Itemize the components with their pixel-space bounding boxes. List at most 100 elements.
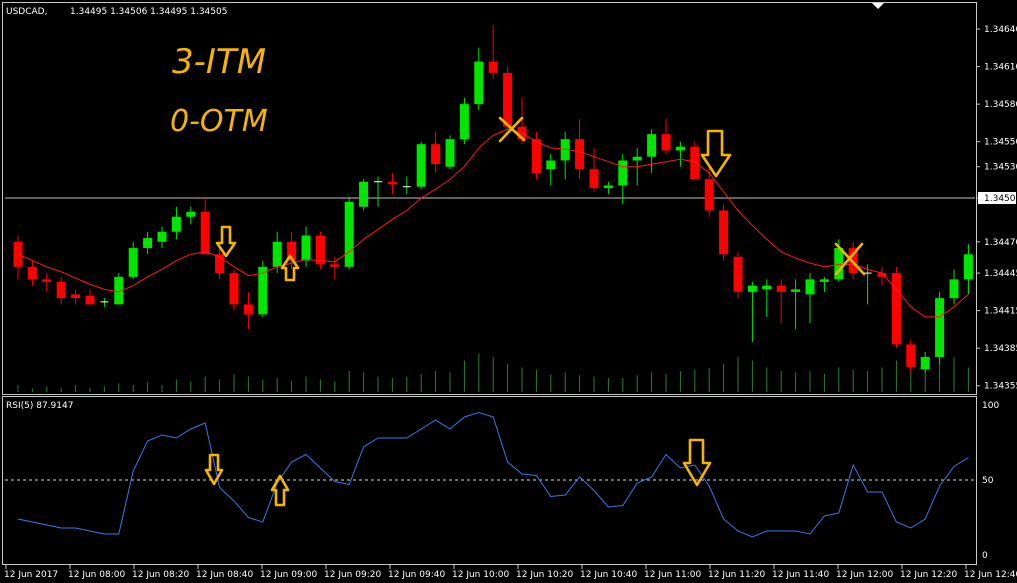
bull-candle: [416, 144, 426, 187]
rsi-tick-label: 0: [982, 551, 988, 561]
time-tick-label: 12 Jun 11:40: [772, 570, 829, 580]
bull-candle: [546, 160, 556, 170]
time-tick-label: 12 Jun 2017: [4, 570, 58, 580]
bear-candle: [42, 279, 52, 282]
bear-candle: [431, 144, 441, 165]
bear-candle: [215, 254, 225, 274]
bull-candle: [258, 266, 268, 315]
bear-candle: [315, 235, 325, 265]
bull-candle: [445, 139, 455, 167]
note-otm: 0-OTM: [170, 104, 268, 139]
price-tick-label: 1.34505: [984, 194, 1017, 204]
price-tick-label: 1.34640: [984, 25, 1017, 35]
time-tick-label: 12 Jun 10:40: [580, 570, 637, 580]
time-tick-label: 12 Jun 09:00: [260, 570, 317, 580]
bull-candle: [157, 231, 167, 242]
bear-candle: [575, 139, 585, 170]
bull-candle: [647, 134, 657, 157]
price-tick-label: 1.34355: [984, 382, 1017, 392]
time-tick-label: 12 Jun 11:00: [644, 570, 701, 580]
bull-candle: [935, 298, 945, 357]
symbol-label: USDCAD,: [6, 7, 47, 17]
bear-candle: [387, 181, 397, 185]
bull-candle: [618, 160, 628, 186]
time-tick-label: 12 Jun 12:40: [964, 570, 1017, 580]
rsi-down-arrow-large-icon: [682, 438, 712, 487]
bull-candle: [632, 156, 642, 161]
price-tick-label: 1.34445: [984, 269, 1017, 279]
bear-candle: [891, 273, 901, 345]
bear-candle: [906, 344, 916, 367]
bear-candle: [704, 179, 714, 211]
bear-candle: [719, 210, 729, 255]
price-tick-label: 1.34385: [984, 344, 1017, 354]
bull-candle: [949, 279, 959, 299]
up-arrow-icon: [280, 254, 300, 282]
bear-candle: [85, 295, 95, 305]
bull-candle: [143, 238, 153, 249]
note-itm: 3-ITM: [172, 42, 266, 82]
bull-candle: [560, 139, 570, 161]
moving-average-line: [17, 128, 969, 318]
bull-candle: [359, 181, 369, 207]
rsi-frame: [2, 396, 977, 565]
bear-candle: [71, 294, 81, 299]
cross-mark-icon: [834, 242, 866, 276]
time-tick-label: 12 Jun 09:40: [388, 570, 445, 580]
price-tick-label: 1.34530: [984, 163, 1017, 173]
bear-candle: [287, 241, 297, 261]
time-tick-label: 12 Jun 10:00: [452, 570, 509, 580]
bull-candle: [805, 279, 815, 295]
price-tick-label: 1.34415: [984, 307, 1017, 317]
bear-candle: [589, 169, 599, 188]
time-tick-label: 12 Jun 08:40: [196, 570, 253, 580]
price-tick-label: 1.34470: [984, 238, 1017, 248]
rsi-plot: [5, 411, 975, 538]
time-tick-label: 12 Jun 09:20: [324, 570, 381, 580]
time-tick-label: 12 Jun 10:20: [516, 570, 573, 580]
bear-candle: [877, 273, 887, 277]
bull-candle: [128, 248, 138, 277]
down-arrow-large-icon: [700, 129, 732, 178]
bear-candle: [690, 146, 700, 180]
bull-candle: [301, 235, 311, 261]
bull-candle: [675, 146, 685, 151]
bull-candle: [963, 254, 973, 280]
rsi-title: RSI(5) 87.9147: [6, 401, 73, 411]
bear-candle: [243, 304, 253, 315]
bear-candle: [56, 281, 66, 299]
bear-candle: [200, 211, 210, 255]
bull-candle: [762, 285, 772, 290]
current-price-tag: [978, 192, 1016, 204]
bear-candle: [229, 273, 239, 305]
rsi-tick-label: 50: [982, 476, 994, 486]
bear-candle: [776, 285, 786, 292]
time-tick-label: 12 Jun 12:00: [836, 570, 893, 580]
bull-candle: [603, 185, 613, 188]
scroll-marker-icon[interactable]: [872, 3, 884, 9]
rsi-tick-label: 100: [982, 401, 999, 411]
bull-candle: [459, 104, 469, 140]
bear-candle: [503, 72, 513, 127]
bear-candle: [733, 256, 743, 292]
time-tick-label: 12 Jun 12:20: [900, 570, 957, 580]
rsi-line: [17, 411, 969, 538]
rsi-up-arrow-icon: [270, 474, 290, 507]
bear-candle: [330, 264, 340, 267]
bear-candle: [531, 139, 541, 173]
ohlc-label: 1.34495 1.34506 1.34495 1.34505: [70, 7, 227, 17]
bull-candle: [186, 211, 196, 217]
price-tick-label: 1.34580: [984, 100, 1017, 110]
bull-candle: [272, 241, 282, 267]
bull-candle: [920, 356, 930, 370]
bull-candle: [791, 289, 801, 292]
price-tick-label: 1.34610: [984, 63, 1017, 73]
bull-candle: [819, 279, 829, 282]
bull-candle: [474, 61, 484, 105]
bear-candle: [488, 61, 498, 73]
bull-candle: [171, 216, 181, 232]
bull-candle: [114, 276, 124, 305]
price-tick-label: 1.34550: [984, 138, 1017, 148]
bear-candle: [27, 266, 37, 280]
